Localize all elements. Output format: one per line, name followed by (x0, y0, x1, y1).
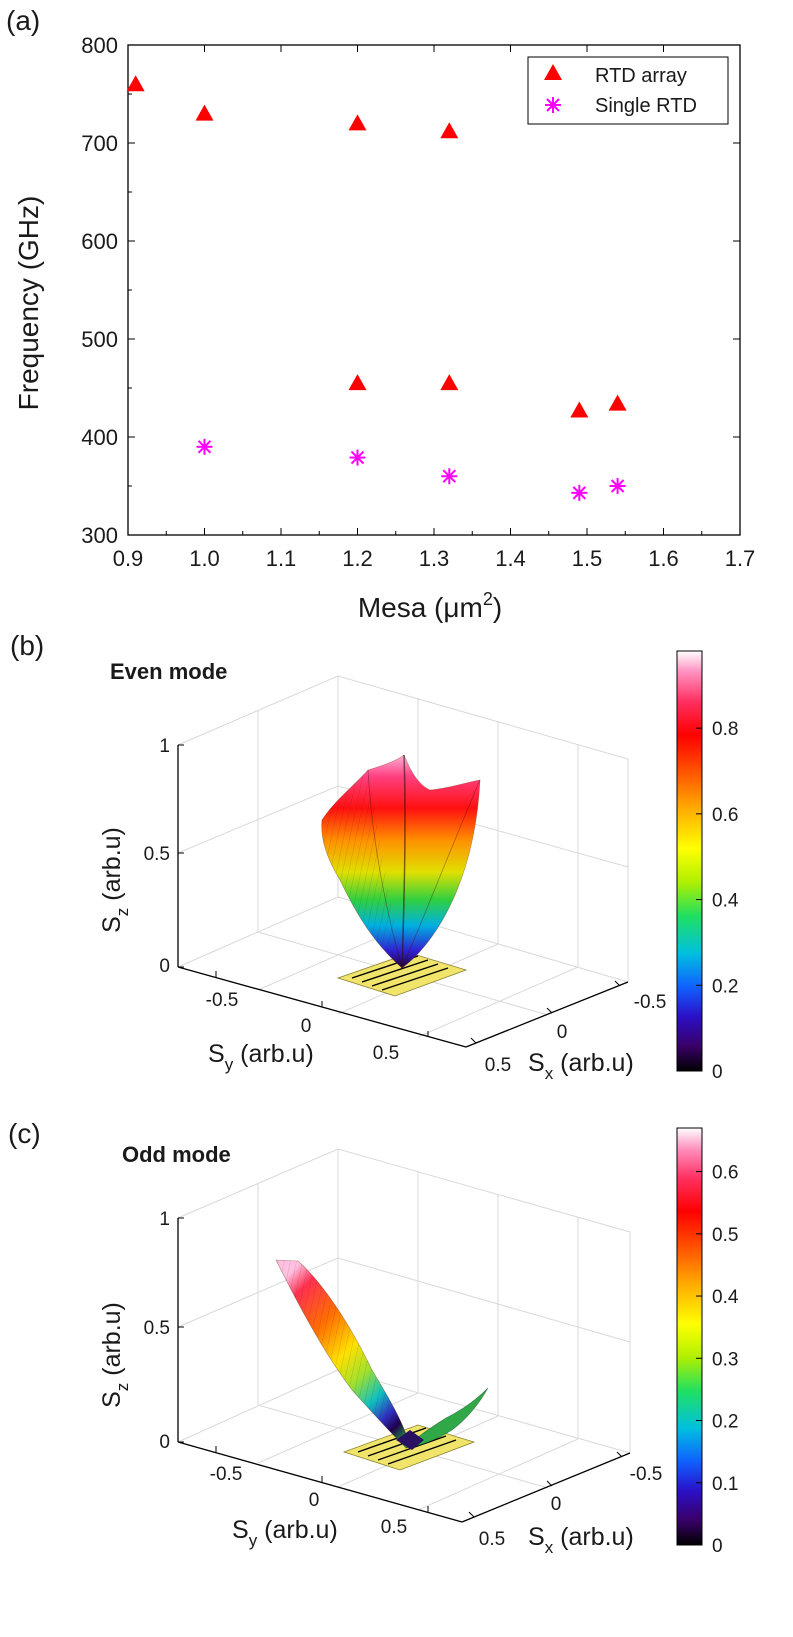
colorbar-tick-label: 0.2 (712, 976, 738, 997)
even-x-tick-pos: 0.5 (485, 1055, 511, 1076)
single-rtd-point (571, 484, 588, 501)
even-mode-3d-plot: 1 0.5 0 -0.5 0 0.5 0.5 0 -0.5 Sz (arb.u)… (98, 650, 739, 1083)
x-tick-label: 1.7 (725, 546, 756, 571)
panel-label-c: (c) (8, 1118, 41, 1149)
y-tick-label: 600 (81, 229, 118, 254)
x-axis-label: Mesa (μm2) (358, 589, 502, 623)
rtd-array-point (440, 374, 459, 391)
colorbar-tick-label: 0.6 (712, 1163, 738, 1184)
y-tick-label: 300 (81, 523, 118, 548)
panel-label-a: (a) (6, 5, 40, 36)
scatter-chart: 0.9 1.0 1.1 1.2 1.3 1.4 1.5 1.6 1.7 300 400 500 600 7… (13, 33, 755, 623)
colorbar-tick-label: 0.3 (712, 1349, 738, 1370)
odd-y-tick-neg: -0.5 (210, 1464, 243, 1485)
odd-grid (177, 1148, 631, 1511)
even-mode-ridge-right (401, 779, 481, 969)
y-tick-label: 500 (81, 327, 118, 352)
x-tick-label: 1.2 (342, 546, 373, 571)
even-y-axis-label: Sy (arb.u) (208, 1040, 314, 1074)
odd-y-tick-0: 0 (309, 1490, 320, 1511)
rtd-array-point (608, 394, 627, 411)
even-x-tick-neg: -0.5 (634, 992, 667, 1013)
even-y-tick-0: 0 (301, 1016, 312, 1037)
x-tick-label: 1.0 (189, 546, 220, 571)
odd-x-tick-0: 0 (551, 1494, 562, 1515)
odd-mode-lobe-secondary (405, 1387, 489, 1449)
legend-single-rtd-label: Single RTD (595, 95, 697, 117)
odd-x-axis-label: Sx (arb.u) (528, 1523, 634, 1557)
colorbar-tick-label: 0.4 (712, 1287, 739, 1308)
odd-z-tick-1: 1 (159, 1209, 170, 1230)
even-mode-ridge (401, 754, 406, 969)
colorbar-tick-label: 0.2 (712, 1412, 738, 1433)
odd-x-tick-pos: 0.5 (479, 1529, 505, 1550)
odd-x-tick-neg: -0.5 (630, 1464, 663, 1485)
y-tick-label: 400 (81, 425, 118, 450)
y-tick-label: 700 (81, 131, 118, 156)
legend: RTD array Single RTD (527, 56, 729, 125)
odd-z-axis-label: Sz (arb.u) (98, 1302, 132, 1408)
even-colorbar (676, 650, 703, 1072)
y-tick-label: 800 (81, 33, 118, 58)
single-rtd-point (609, 478, 626, 494)
colorbar-tick-label: 0 (712, 1062, 723, 1083)
odd-z-tick-05: 0.5 (144, 1318, 170, 1339)
legend-rtd-array-marker (544, 64, 562, 80)
even-x-tick-0: 0 (557, 1022, 568, 1043)
legend-box (527, 56, 729, 125)
odd-mode-title: Odd mode (122, 1142, 231, 1167)
even-mode-ridge-left (367, 769, 403, 969)
even-mode-mesh (321, 770, 402, 968)
odd-mode-mesh (276, 1260, 410, 1448)
even-y-tick-pos: 0.5 (373, 1043, 399, 1064)
even-z-tick-05: 0.5 (144, 844, 170, 865)
x-tick-label: 1.6 (648, 546, 679, 571)
even-z-axis-label: Sz (arb.u) (98, 827, 132, 933)
odd-colorbar-ticks: 0 0.1 0.2 0.3 0.4 0.5 0.6 (696, 1163, 739, 1557)
colorbar-tick-label: 0.1 (712, 1474, 738, 1495)
odd-mode-null (396, 1430, 424, 1450)
x-tick-label: 1.4 (495, 546, 526, 571)
rtd-array-point (126, 75, 145, 92)
rtd-array-point (348, 114, 367, 131)
rtd-array-point (440, 122, 459, 139)
odd-tick-marks (178, 1217, 623, 1518)
odd-z-tick-0: 0 (159, 1432, 170, 1453)
single-rtd-point (196, 438, 213, 455)
single-rtd-point (349, 449, 366, 466)
odd-axes (177, 1218, 631, 1523)
odd-mode-3d-plot: 1 0.5 0 -0.5 0 0.5 0.5 0 -0.5 Sz (arb.u)… (98, 1127, 739, 1557)
colorbar-tick-label: 0.5 (712, 1225, 738, 1246)
even-colorbar-ticks: 0 0.2 0.4 0.6 0.8 (696, 719, 739, 1083)
odd-colorbar (676, 1127, 703, 1546)
rtd-array-point (570, 401, 589, 418)
x-tick-label: 1.3 (419, 546, 450, 571)
colorbar-tick-label: 0.6 (712, 805, 738, 826)
odd-y-tick-pos: 0.5 (381, 1517, 407, 1538)
rtd-array-point (348, 374, 367, 391)
even-mode-title: Even mode (110, 659, 227, 684)
legend-single-rtd-marker (545, 97, 561, 113)
single-rtd-point (441, 468, 458, 485)
even-z-tick-0: 0 (159, 956, 170, 977)
colorbar-tick-label: 0.4 (712, 891, 739, 912)
x-tick-label: 1.1 (266, 546, 297, 571)
colorbar-tick-label: 0.8 (712, 719, 738, 740)
y-axis-label: Frequency (GHz) (13, 196, 44, 411)
even-x-axis-label: Sx (arb.u) (528, 1049, 634, 1083)
even-electrode-pad (336, 952, 468, 997)
x-tick-label: 0.9 (113, 546, 144, 571)
legend-rtd-array-label: RTD array (595, 65, 687, 87)
even-z-tick-1: 1 (159, 736, 170, 757)
panel-label-b: (b) (10, 630, 44, 661)
even-y-tick-neg: -0.5 (206, 990, 239, 1011)
x-tick-label: 1.5 (572, 546, 603, 571)
even-tick-marks (178, 744, 621, 1044)
rtd-array-point (195, 104, 214, 121)
colorbar-tick-label: 0 (712, 1536, 723, 1557)
odd-y-axis-label: Sy (arb.u) (232, 1516, 338, 1550)
